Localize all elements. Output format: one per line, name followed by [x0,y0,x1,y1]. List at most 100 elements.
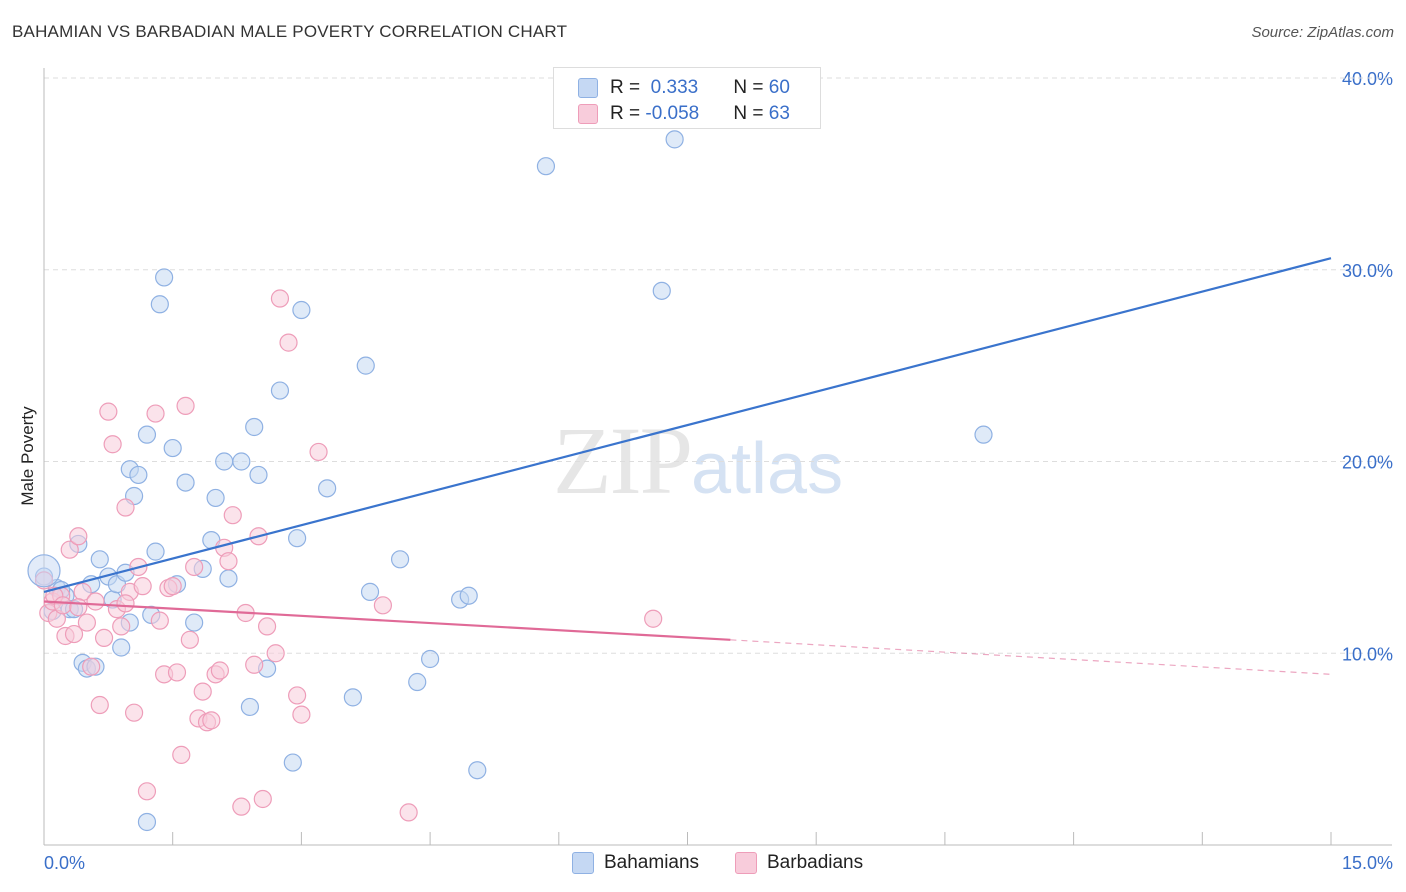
point-bahamians [974,425,993,444]
legend-n-label: N = [733,103,769,124]
y-tick-label: 20.0% [1342,453,1393,473]
legend-swatch-bahamians [572,852,594,874]
point-bahamians [240,697,260,717]
point-bahamians [459,586,478,605]
y-tick-label: 30.0% [1342,261,1393,281]
point-barbadians [202,711,221,730]
point-barbadians [232,797,251,816]
point-barbadians [163,577,182,596]
point-barbadians [172,745,191,764]
legend-item-barbadians[interactable]: Barbadians [735,852,863,874]
point-bahamians [270,381,290,400]
point-barbadians [266,644,285,663]
point-bahamians [360,582,380,601]
point-barbadians [69,527,88,546]
legend-row-bahamians: R = 0.333 N = 60 [578,77,790,99]
point-bahamians [421,649,440,669]
point-barbadians [270,289,290,308]
point-bahamians [356,356,375,375]
legend-n-value: 60 [768,77,790,98]
point-barbadians [644,609,663,628]
point-barbadians [245,655,264,674]
point-bahamians [288,529,307,548]
point-bahamians [232,452,251,471]
point-barbadians [257,617,277,636]
trendline-dashed-barbadians [730,639,1332,675]
point-bahamians [652,281,671,300]
point-bahamians [245,417,264,437]
point-barbadians [137,782,157,801]
legend-r-label: R = [610,77,646,98]
point-barbadians [193,682,212,701]
point-bahamians [390,550,410,569]
point-barbadians [116,594,135,613]
point-bahamians [163,438,182,458]
point-bahamians [219,569,238,588]
point-barbadians [53,596,72,615]
point-bahamians [408,672,427,692]
y-tick-label: 10.0% [1342,644,1393,664]
y-axis-label: Male Poverty [18,406,37,506]
legend-r-label: R = [610,103,646,124]
point-barbadians [82,657,101,676]
point-barbadians [60,540,79,559]
point-barbadians [90,695,109,715]
legend-swatch-barbadians [735,852,757,874]
point-barbadians [253,789,272,809]
point-barbadians [112,617,131,636]
point-barbadians [223,506,242,525]
series-legend: Bahamians Barbadians [0,852,1406,876]
legend-r-value: 0.333 [645,77,699,98]
point-barbadians [176,396,195,415]
point-bahamians [283,753,302,772]
point-barbadians [64,624,84,644]
point-barbadians [77,613,97,632]
point-barbadians [309,442,328,462]
legend-swatch-blue [578,78,598,98]
point-barbadians [124,703,144,722]
point-bahamians [665,130,684,149]
legend-swatch-pink [578,104,598,124]
source-label: Source: ZipAtlas.com [1251,24,1394,41]
legend-n-value: 63 [768,103,790,124]
point-barbadians [103,435,122,454]
legend-r-value: -0.058 [645,103,700,124]
point-barbadians [146,404,165,423]
point-bahamians [185,613,204,632]
point-barbadians [185,557,204,577]
point-bahamians-cluster [27,554,61,588]
point-bahamians [536,157,556,176]
point-bahamians [292,300,311,320]
point-barbadians [219,552,238,571]
point-barbadians [94,628,114,648]
point-barbadians [99,402,118,421]
watermark-zip: ZIP [553,407,693,514]
point-barbadians [399,803,418,822]
point-bahamians [468,761,487,780]
trendline-bahamians [43,257,1332,593]
point-bahamians [146,542,165,561]
watermark: ZIPatlas [553,405,843,516]
point-bahamians [318,479,337,498]
point-bahamians [137,812,157,832]
legend-label-bahamians: Bahamians [604,852,700,873]
chart-title: BAHAMIAN VS BARBADIAN MALE POVERTY CORRE… [12,22,568,41]
trendline-barbadians [43,600,731,641]
point-barbadians [116,498,135,517]
point-bahamians [215,452,234,471]
point-barbadians [279,333,298,352]
point-barbadians [167,663,187,682]
point-barbadians [210,661,229,680]
legend-n-label: N = [733,77,769,98]
x-tick-label: 0.0% [44,853,85,873]
legend-item-bahamians[interactable]: Bahamians [572,852,699,874]
point-barbadians [69,598,88,617]
watermark-atlas: atlas [691,429,844,509]
point-barbadians [150,611,169,630]
point-barbadians [180,630,199,649]
legend-row-barbadians: R = -0.058 N = 63 [578,103,790,125]
point-bahamians [176,473,195,492]
point-bahamians [137,425,157,444]
point-barbadians [133,577,152,596]
